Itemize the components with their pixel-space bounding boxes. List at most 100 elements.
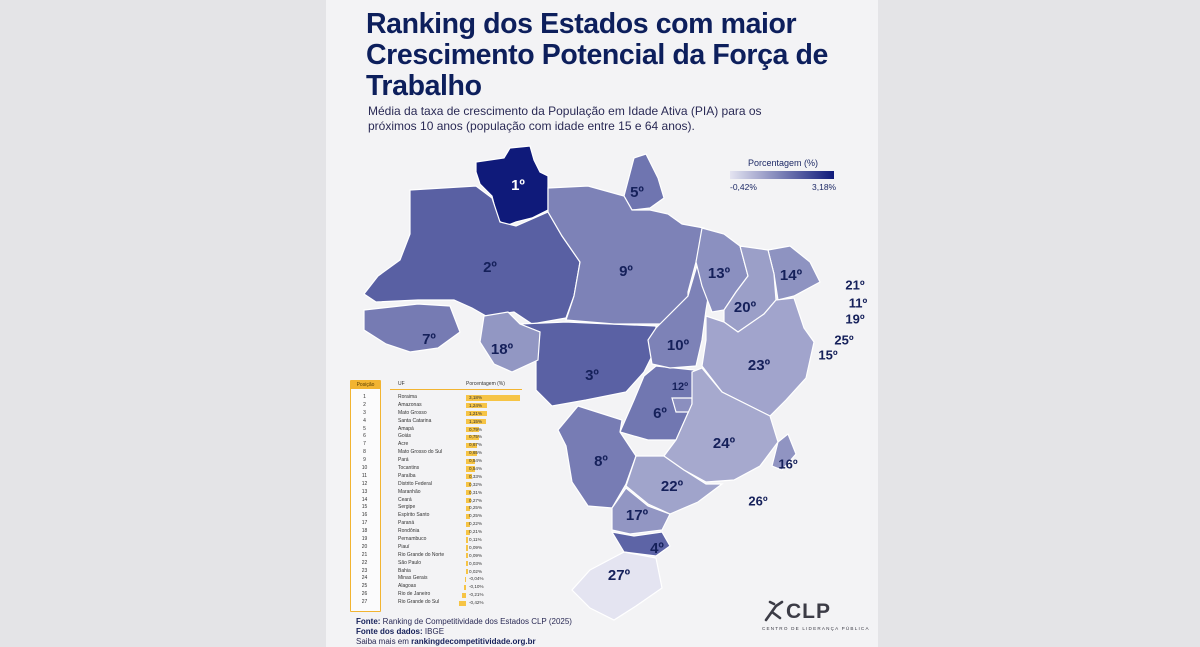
logo-subtitle: CENTRO DE LIDERANÇA PÚBLICA	[762, 626, 870, 631]
row-rank: 9	[363, 457, 366, 464]
table-row: 5 Amapá 0,79%	[350, 426, 526, 434]
row-value-label: -0,42%	[469, 600, 484, 606]
state-rank-label-pi: 20º	[734, 299, 757, 316]
state-rank-label-ma: 13º	[708, 265, 731, 282]
row-value-bar	[466, 537, 468, 543]
footer-source-text: Ranking de Competitividade dos Estados C…	[382, 617, 572, 626]
outside-rank-label-se: 15º	[818, 347, 837, 362]
row-state-name: Santa Catarina	[398, 417, 432, 424]
row-value-bar	[466, 426, 480, 433]
row-rank: 23	[361, 567, 368, 574]
row-value-bar	[466, 434, 479, 441]
state-mg	[663, 367, 779, 483]
clp-logo: CLP CENTRO DE LIDERANÇA PÚBLICA	[758, 598, 869, 638]
table-row: 6 Goiás 0,75%	[350, 433, 526, 441]
state-ba	[701, 297, 815, 417]
row-rank: 19	[361, 536, 368, 543]
row-state-name: Rondônia	[398, 528, 420, 535]
row-rank: 22	[361, 559, 368, 566]
row-value-bar	[466, 419, 486, 425]
row-value-bar	[464, 584, 466, 590]
row-state-name: Tocantins	[398, 465, 420, 472]
table-rows: 1 Roraima 3,18% 2 Amazonas 1,24% 3 Mato Grosso 1…	[350, 394, 526, 607]
row-rank: 26	[361, 591, 368, 598]
row-rank: 10	[361, 465, 368, 472]
row-state-name: Pernambuco	[398, 536, 427, 543]
page-subtitle: Média da taxa de crescimento da Populaçã…	[368, 104, 762, 133]
row-value-bar	[466, 529, 470, 535]
table-row: 3 Mato Grosso 1,21%	[350, 410, 526, 418]
row-state-name: Maranhão	[398, 488, 421, 495]
table-row: 27 Rio Grande do Sul -0,42%	[350, 599, 526, 607]
row-value-label: 0,09%	[469, 544, 483, 550]
table-row: 23 Bahia 0,02%	[350, 568, 526, 576]
row-value-label: 0,79%	[469, 426, 483, 432]
row-state-name: Rio Grande do Norte	[398, 551, 445, 558]
table-row: 1 Roraima 3,18%	[350, 394, 526, 402]
row-state-name: Rio de Janeiro	[398, 591, 431, 598]
row-value-label: 0,54%	[469, 466, 483, 472]
state-rank-label-sp: 22º	[661, 478, 684, 495]
state-rank-label-ro: 18º	[491, 341, 514, 358]
state-rank-label-to: 10º	[667, 337, 690, 354]
legend-min-label: -0,42%	[730, 182, 757, 192]
state-pr	[611, 487, 671, 535]
outside-rank-label-pe: 19º	[845, 311, 864, 326]
position-header: Posição	[351, 381, 380, 389]
table-row: 26 Rio de Janeiro -0,21%	[350, 591, 526, 599]
outside-rank-label-rn: 21º	[845, 277, 864, 292]
outside-rank-label-rj: 26º	[748, 493, 767, 508]
row-rank: 15	[361, 504, 368, 511]
row-value-label: 1,24%	[469, 402, 483, 408]
row-value-bar	[466, 553, 468, 559]
row-value-bar	[466, 466, 476, 472]
state-labels-layer: 1º 2º 3º 4º 5º 6º 7º 8º 9º 10º 13º 14º 17º 18º 20º 22º 2…	[422, 177, 803, 584]
row-rank: 27	[361, 599, 368, 606]
infographic-panel: Ranking dos Estados com maior Cresciment…	[326, 0, 878, 647]
row-rank: 11	[361, 472, 368, 479]
row-value-label: 1,15%	[469, 418, 483, 424]
states-layer	[363, 145, 821, 621]
outside-rank-label-pb: 11º	[849, 295, 868, 310]
row-value-bar	[466, 482, 472, 488]
state-rank-label-ba: 23º	[748, 357, 771, 374]
row-state-name: Pará	[398, 457, 409, 464]
row-rank: 20	[361, 543, 368, 550]
state-rs	[571, 551, 663, 621]
row-value-bar	[466, 568, 468, 575]
table-row: 11 Paraíba 0,33%	[350, 473, 526, 481]
row-value-bar	[466, 545, 468, 551]
state-rank-label-ms: 8º	[594, 453, 608, 470]
row-rank: 21	[361, 551, 368, 558]
row-state-name: Amapá	[398, 425, 414, 432]
row-value-bar	[466, 521, 470, 527]
row-value-bar	[466, 474, 472, 480]
page-title: Ranking dos Estados com maior Cresciment…	[366, 8, 828, 102]
state-rank-label-am: 2º	[483, 259, 497, 276]
row-rank: 5	[363, 425, 366, 432]
row-state-name: Espírito Santo	[398, 512, 430, 519]
row-rank: 3	[363, 409, 366, 416]
legend-title: Porcentagem (%)	[748, 158, 819, 168]
footer-line-more: Saiba mais em rankingdecompetitividade.o…	[356, 637, 572, 647]
table-row: 14 Ceará 0,27%	[350, 497, 526, 505]
row-value-bar	[466, 505, 471, 512]
legend-gradient-bar	[730, 171, 834, 179]
state-rr	[475, 145, 549, 227]
row-value-bar	[466, 450, 478, 456]
row-value-bar	[466, 497, 471, 504]
row-rank: 17	[361, 520, 368, 527]
footer-more-text: Saiba mais em	[356, 637, 409, 646]
table-row: 4 Santa Catarina 1,15%	[350, 418, 526, 426]
table-row: 13 Maranhão 0,31%	[350, 489, 526, 497]
state-rank-label-rs: 27º	[608, 567, 631, 584]
state-ro	[479, 311, 541, 373]
state-rank-label-ac: 7º	[422, 331, 436, 348]
footer-link[interactable]: rankingdecompetitividade.org.br	[411, 637, 536, 646]
row-state-name: São Paulo	[398, 559, 422, 566]
row-state-name: Paraíba	[398, 472, 416, 479]
row-rank: 1	[363, 394, 366, 400]
state-rank-label-go: 6º	[653, 405, 667, 422]
row-state-name: Minas Gerais	[398, 575, 428, 582]
